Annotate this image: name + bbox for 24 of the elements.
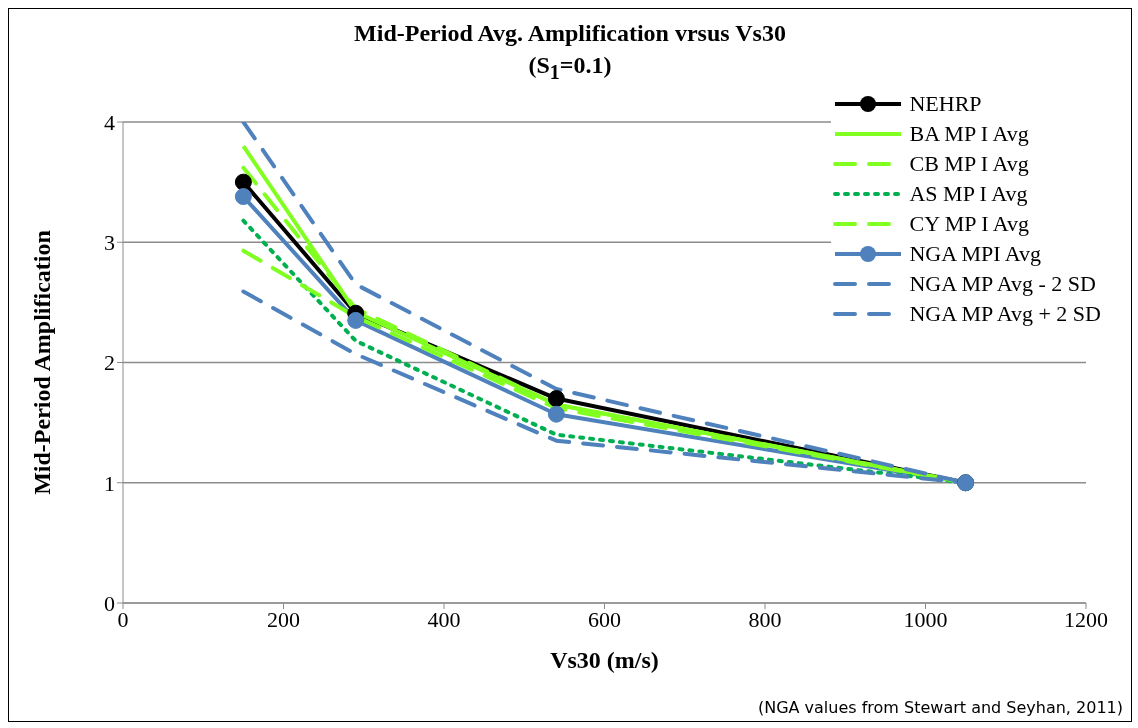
y-axis-title: Mid-Period Amplification (28, 230, 55, 495)
x-tick-label: 200 (267, 606, 300, 632)
y-tick-label: 3 (104, 230, 115, 256)
x-tick-label: 600 (588, 606, 621, 632)
legend-label: BA MP I Avg (909, 120, 1029, 148)
x-tick-label: 800 (748, 606, 782, 632)
legend-label: CB MP I Avg (909, 150, 1029, 178)
text: (NGA values from Stewart and Seyhan, 2011) (757, 698, 1123, 717)
chart-title: Mid-Period Avg. Amplification vrsus Vs30 (353, 19, 787, 48)
y-tick-label: 4 (104, 109, 115, 135)
legend-label: NGA MP Avg - 2 SD (909, 270, 1096, 298)
chart-subtitle: (S$_{1}$=0.1) (527, 51, 613, 85)
legend-label: AS MP I Avg (909, 180, 1028, 208)
x-tick-label: 1200 (1064, 606, 1108, 632)
y-tick-label: 0 (104, 590, 115, 616)
x-axis-title: Vs30 (m/s) (550, 647, 659, 674)
legend-label: NGA MPI Avg (909, 240, 1042, 268)
legend-label: NEHRP (909, 90, 982, 118)
y-tick-label: 1 (104, 470, 115, 496)
legend-label: CY MP I Avg (909, 210, 1030, 238)
y-tick-label: 2 (104, 350, 115, 376)
legend-label: NGA MP Avg + 2 SD (909, 300, 1101, 328)
x-tick-label: 400 (427, 606, 461, 632)
x-tick-label: 1000 (903, 606, 948, 632)
